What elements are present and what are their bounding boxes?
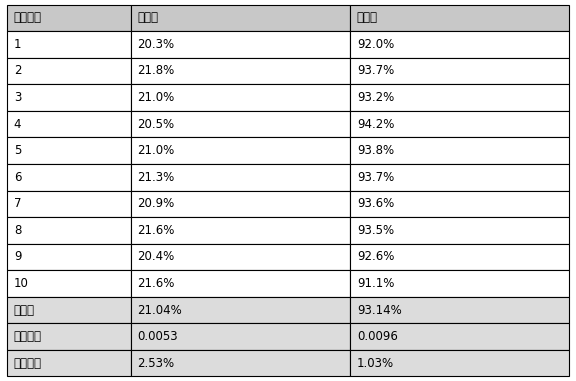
Text: 0.0096: 0.0096 (357, 330, 397, 343)
Text: 3: 3 (14, 91, 21, 104)
Bar (131, 243, 350, 270)
Text: 7: 7 (14, 197, 21, 210)
Bar (7, 190, 131, 217)
Bar (7, 323, 131, 350)
Bar (350, 217, 569, 243)
Bar (350, 243, 569, 270)
Text: 20.4%: 20.4% (138, 250, 175, 263)
Text: 92.6%: 92.6% (357, 250, 394, 263)
Text: 93.5%: 93.5% (357, 224, 394, 237)
Text: 8: 8 (14, 224, 21, 237)
Bar (7, 84, 131, 111)
Bar (350, 297, 569, 323)
Text: 93.6%: 93.6% (357, 197, 394, 210)
Bar (350, 138, 569, 164)
Text: 4: 4 (14, 118, 21, 131)
Bar (131, 217, 350, 243)
Text: 93.7%: 93.7% (357, 64, 394, 77)
Text: 阳性值: 阳性值 (138, 11, 158, 24)
Bar (131, 58, 350, 84)
Bar (131, 323, 350, 350)
Text: 91.1%: 91.1% (357, 277, 394, 290)
Text: 21.6%: 21.6% (138, 277, 175, 290)
Text: 21.04%: 21.04% (138, 304, 182, 317)
Bar (350, 31, 569, 58)
Text: 21.3%: 21.3% (138, 171, 175, 184)
Text: 93.14%: 93.14% (357, 304, 401, 317)
Text: 变异系数: 变异系数 (14, 357, 42, 370)
Text: 20.9%: 20.9% (138, 197, 175, 210)
Bar (350, 323, 569, 350)
Bar (7, 138, 131, 164)
Text: 2: 2 (14, 64, 21, 77)
Bar (7, 297, 131, 323)
Text: 5: 5 (14, 144, 21, 157)
Text: 21.8%: 21.8% (138, 64, 175, 77)
Bar (7, 164, 131, 190)
Bar (350, 5, 569, 31)
Bar (131, 297, 350, 323)
Text: 93.2%: 93.2% (357, 91, 394, 104)
Text: 92.0%: 92.0% (357, 38, 394, 51)
Text: 测试次数: 测试次数 (14, 11, 42, 24)
Text: 94.2%: 94.2% (357, 118, 394, 131)
Text: 标准偏差: 标准偏差 (14, 330, 42, 343)
Bar (7, 270, 131, 297)
Text: 21.0%: 21.0% (138, 144, 175, 157)
Bar (7, 58, 131, 84)
Bar (350, 350, 569, 376)
Bar (131, 270, 350, 297)
Text: 93.7%: 93.7% (357, 171, 394, 184)
Bar (7, 217, 131, 243)
Text: 20.5%: 20.5% (138, 118, 175, 131)
Text: 1: 1 (14, 38, 21, 51)
Text: 21.6%: 21.6% (138, 224, 175, 237)
Bar (131, 84, 350, 111)
Bar (350, 164, 569, 190)
Text: 平均值: 平均值 (14, 304, 35, 317)
Bar (131, 190, 350, 217)
Text: 0.0053: 0.0053 (138, 330, 178, 343)
Bar (131, 111, 350, 138)
Bar (131, 31, 350, 58)
Bar (7, 31, 131, 58)
Text: 6: 6 (14, 171, 21, 184)
Text: 93.8%: 93.8% (357, 144, 394, 157)
Text: 阴性值: 阴性值 (357, 11, 378, 24)
Bar (350, 84, 569, 111)
Text: 21.0%: 21.0% (138, 91, 175, 104)
Text: 20.3%: 20.3% (138, 38, 175, 51)
Bar (7, 243, 131, 270)
Text: 2.53%: 2.53% (138, 357, 175, 370)
Bar (350, 58, 569, 84)
Bar (350, 111, 569, 138)
Bar (7, 350, 131, 376)
Text: 10: 10 (14, 277, 29, 290)
Bar (7, 111, 131, 138)
Bar (131, 350, 350, 376)
Bar (350, 190, 569, 217)
Bar (7, 5, 131, 31)
Bar (131, 5, 350, 31)
Text: 1.03%: 1.03% (357, 357, 394, 370)
Text: 9: 9 (14, 250, 21, 263)
Bar (131, 164, 350, 190)
Bar (131, 138, 350, 164)
Bar (350, 270, 569, 297)
